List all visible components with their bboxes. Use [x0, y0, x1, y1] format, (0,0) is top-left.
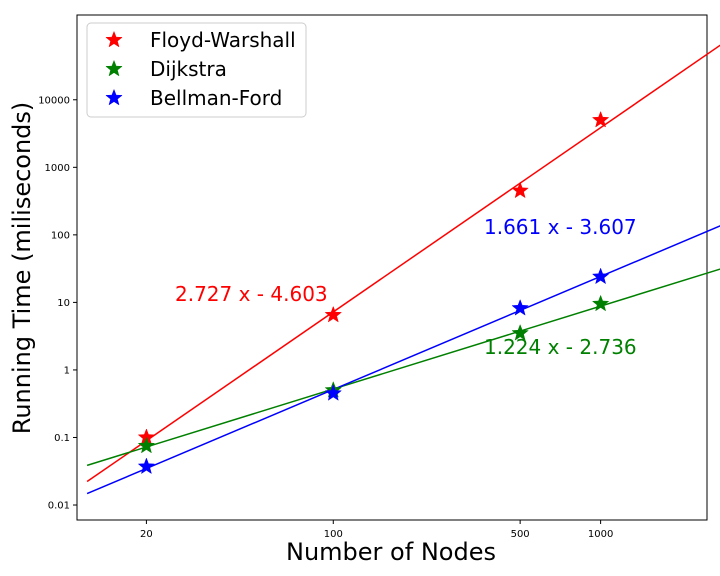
fit-line-bellman-ford — [86, 225, 720, 495]
fit-line-floyd-warshall — [86, 44, 720, 483]
legend-label-dijkstra: Dijkstra — [150, 57, 227, 81]
data-point-floyd-warshall — [511, 181, 529, 199]
legend-label-bellman-ford: Bellman-Ford — [150, 86, 282, 110]
legend: Floyd-Warshall Dijkstra Bellman-Ford — [86, 22, 307, 118]
data-point-dijkstra — [591, 294, 610, 312]
data-point-bellman-ford — [324, 384, 343, 401]
data-point-dijkstra — [511, 323, 529, 341]
fit-lines — [86, 44, 720, 495]
y-tick-label: 1000 — [45, 163, 70, 174]
y-tick-label: 10000 — [38, 95, 70, 106]
y-tick-label: 1 — [64, 365, 70, 376]
y-tick-label: 100 — [51, 230, 70, 241]
x-tick-label: 1000 — [588, 529, 613, 540]
fit-equation-floyd-warshall: 2.727 x - 4.603 — [175, 282, 328, 306]
legend-label-floyd-warshall: Floyd-Warshall — [150, 28, 296, 52]
annotations: 2.727 x - 4.603 1.224 x - 2.736 1.661 x - … — [175, 215, 637, 359]
data-point-bellman-ford — [591, 267, 610, 285]
fit-equation-dijkstra: 1.224 x - 2.736 — [484, 335, 637, 359]
legend-marker-floyd-warshall — [105, 30, 123, 48]
data-point-dijkstra — [137, 436, 156, 454]
legend-marker-dijkstra — [105, 59, 123, 77]
y-tick-label: 0.01 — [48, 501, 70, 512]
fit-line-dijkstra — [86, 268, 720, 467]
x-tick-label: 100 — [324, 529, 343, 540]
y-tick-label: 10 — [57, 298, 70, 309]
x-axis-title: Number of Nodes — [286, 538, 496, 566]
y-axis-ticks: 0.01 0.1 1 10 100 1000 10000 — [38, 95, 77, 512]
x-tick-label: 500 — [511, 529, 530, 540]
legend-box — [86, 22, 307, 118]
markers — [137, 110, 610, 475]
x-tick-label: 20 — [140, 529, 153, 540]
data-point-floyd-warshall — [324, 305, 343, 323]
x-axis-ticks: 20 100 500 1000 — [140, 520, 613, 540]
legend-marker-bellman-ford — [105, 88, 123, 106]
fit-equation-bellman-ford: 1.661 x - 3.607 — [484, 215, 637, 239]
y-axis-title: Running Time (miliseconds) — [8, 102, 36, 435]
y-tick-label: 0.1 — [54, 433, 70, 444]
data-point-floyd-warshall — [591, 110, 610, 128]
data-point-bellman-ford — [511, 299, 529, 316]
data-point-bellman-ford — [137, 457, 156, 475]
